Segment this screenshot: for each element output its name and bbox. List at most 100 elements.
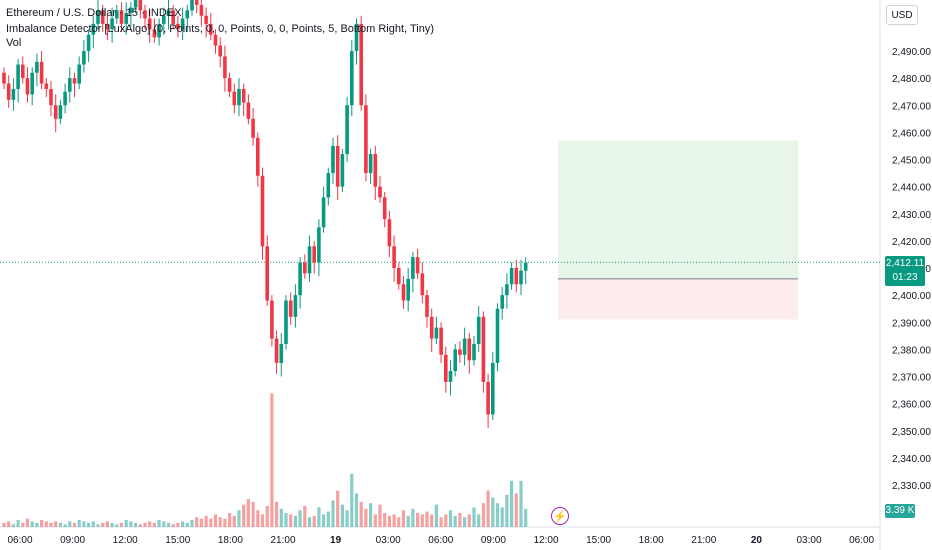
volume-bar — [209, 518, 213, 527]
volume-bar — [495, 503, 500, 527]
candle-body — [251, 118, 255, 138]
volume-legend[interactable]: Vol — [6, 37, 22, 49]
candle-body — [11, 88, 16, 100]
price-tick-label: 2,370.00 — [892, 373, 931, 384]
candle-body — [110, 18, 114, 30]
volume-bar — [425, 511, 429, 527]
candle-body — [213, 34, 218, 46]
time-tick-label: 06:00 — [7, 535, 32, 546]
volume-bar — [91, 521, 95, 527]
candle-body — [523, 262, 528, 271]
candle-body — [100, 10, 105, 24]
volume-bar — [289, 514, 293, 527]
candle-body — [486, 381, 490, 415]
candle-body — [6, 83, 11, 100]
volume-bar — [246, 499, 250, 527]
volume-bar — [373, 514, 377, 527]
volume-bar — [138, 524, 142, 527]
volume-bar — [181, 521, 185, 527]
time-tick-label: 18:00 — [639, 535, 664, 546]
volume-bar — [284, 513, 288, 527]
volume-bar — [397, 517, 401, 527]
candle-body — [444, 354, 448, 382]
volume-bar — [524, 508, 528, 527]
symbol-legend[interactable]: Ethereum / U.S. Dollar · 15 · INDEX — [6, 7, 182, 19]
price-tick-label: 2,430.00 — [892, 210, 931, 221]
volume-bar — [434, 504, 438, 527]
volume-bar — [293, 515, 297, 527]
candle-body — [312, 246, 316, 263]
candle-body — [293, 295, 298, 317]
loss-zone — [558, 278, 798, 320]
candle-body — [185, 10, 190, 19]
volume-bar — [11, 524, 15, 527]
volume-bar — [453, 515, 457, 527]
volume-bar — [519, 480, 523, 527]
candle-body — [129, 7, 133, 14]
volume-bar — [472, 507, 476, 527]
volume-bar — [232, 515, 236, 527]
volume-bar — [82, 521, 86, 527]
candle-body — [415, 257, 420, 274]
volume-bar — [463, 517, 467, 527]
time-tick-label: 19 — [330, 535, 342, 546]
volume-bar — [63, 524, 67, 527]
volume-bar — [439, 517, 443, 527]
candle-body — [115, 10, 119, 19]
time-tick-label: 06:00 — [428, 535, 453, 546]
candle-body — [39, 61, 44, 84]
volume-bar — [171, 524, 175, 527]
candle-body — [429, 316, 434, 339]
volume-bar — [228, 513, 232, 527]
time-tick-label: 03:00 — [796, 535, 821, 546]
volume-bar — [218, 517, 222, 527]
candle-body — [350, 51, 354, 106]
price-tick-label: 2,480.00 — [892, 74, 931, 85]
candle-body — [218, 45, 222, 57]
price-tick-label: 2,400.00 — [892, 291, 931, 302]
candle-body — [519, 270, 523, 285]
candle-body — [317, 227, 321, 263]
candle-body — [180, 18, 185, 30]
currency-button[interactable]: USD — [886, 5, 918, 25]
candle-body — [284, 300, 288, 344]
price-tick-label: 2,460.00 — [892, 128, 931, 139]
volume-bar — [317, 507, 321, 527]
volume-bar — [420, 514, 424, 527]
candle-body — [401, 284, 406, 301]
candle-body — [241, 88, 246, 103]
last-price-value: 2,412.11 — [885, 258, 925, 269]
candle-body — [434, 327, 439, 339]
volume-bar — [143, 522, 147, 527]
flash-icon[interactable]: ⚡ — [551, 507, 569, 525]
time-tick-label: 09:00 — [60, 535, 85, 546]
volume-bar — [101, 522, 105, 527]
candle-body — [82, 51, 86, 65]
candle-body — [397, 268, 401, 285]
volume-bar — [44, 521, 48, 527]
time-tick-label: 06:00 — [849, 535, 874, 546]
price-tick-label: 2,380.00 — [892, 345, 931, 356]
candle-body — [303, 262, 307, 274]
volume-bar — [152, 522, 156, 527]
candle-body — [77, 64, 81, 84]
indicator-legend[interactable]: Imbalance Detector [LuxAlgo] (0, Points,… — [6, 23, 434, 35]
volume-bar — [350, 473, 354, 527]
price-tick-label: 2,450.00 — [892, 156, 931, 167]
volume-bar — [265, 506, 269, 527]
volume-bar — [416, 513, 420, 527]
candle-body — [105, 23, 110, 30]
volume-bar — [392, 514, 396, 527]
price-tick-label: 2,350.00 — [892, 427, 931, 438]
volume-bar — [148, 521, 152, 527]
candle-body — [209, 23, 213, 35]
volume-bar — [331, 500, 335, 527]
volume-bar — [72, 522, 77, 527]
volume-bar — [166, 522, 171, 527]
volume-bar — [345, 510, 349, 527]
volume-bar — [185, 522, 189, 527]
candle-body — [16, 64, 20, 89]
time-tick-label: 09:00 — [481, 535, 506, 546]
